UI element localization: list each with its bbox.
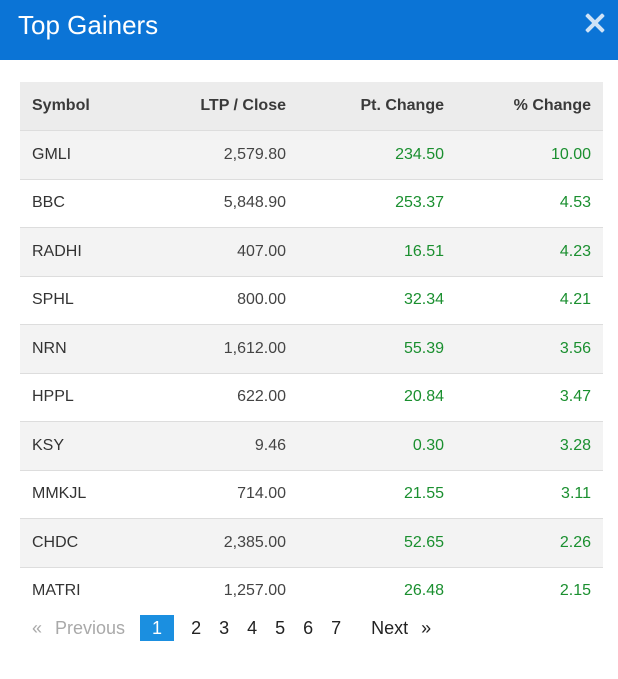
pt-change-cell: 20.84 — [298, 373, 456, 422]
pct-change-cell: 3.11 — [456, 470, 603, 519]
symbol-cell: KSY — [20, 421, 148, 471]
ltp-cell: 2,385.00 — [148, 518, 298, 568]
previous-button[interactable]: Previous — [55, 618, 126, 638]
table-row: KSY 9.46 0.30 3.28 — [20, 421, 603, 471]
pt-change-cell: 16.51 — [298, 227, 456, 277]
page-7-button[interactable]: 7 — [331, 618, 342, 638]
symbol-cell: MMKJL — [20, 470, 148, 519]
page-3-button[interactable]: 3 — [219, 618, 230, 638]
modal-title: Top Gainers — [18, 10, 159, 40]
pct-change-cell: 4.23 — [456, 227, 603, 277]
header-ltp: LTP / Close — [148, 82, 298, 131]
pt-change-cell: 52.65 — [298, 518, 456, 568]
pct-change-cell: 4.21 — [456, 276, 603, 325]
close-icon[interactable] — [584, 12, 606, 34]
table-row: BBC 5,848.90 253.37 4.53 — [20, 179, 603, 228]
symbol-cell: GMLI — [20, 130, 148, 180]
previous-arrow-icon: « — [32, 618, 43, 638]
header-symbol: Symbol — [20, 82, 148, 131]
ltp-cell: 407.00 — [148, 227, 298, 277]
ltp-cell: 9.46 — [148, 421, 298, 471]
pct-change-cell: 3.56 — [456, 324, 603, 374]
modal-header: Top Gainers — [0, 0, 618, 60]
symbol-cell: SPHL — [20, 276, 148, 325]
pct-change-cell: 3.47 — [456, 373, 603, 422]
symbol-cell: RADHI — [20, 227, 148, 277]
header-pt-change: Pt. Change — [298, 82, 456, 131]
symbol-cell: BBC — [20, 179, 148, 228]
table-row: HPPL 622.00 20.84 3.47 — [20, 373, 603, 422]
pct-change-cell: 2.26 — [456, 518, 603, 568]
ltp-cell: 2,579.80 — [148, 130, 298, 180]
table-row: GMLI 2,579.80 234.50 10.00 — [20, 130, 603, 180]
pagination: « Previous 1 2 3 4 5 6 7 Next » — [28, 614, 435, 642]
pt-change-cell: 253.37 — [298, 179, 456, 228]
page-2-button[interactable]: 2 — [191, 618, 202, 638]
pct-change-cell: 4.53 — [456, 179, 603, 228]
symbol-cell: MATRI — [32, 582, 81, 600]
table-row: MMKJL 714.00 21.55 3.11 — [20, 470, 603, 519]
ltp-cell: 622.00 — [148, 373, 298, 422]
symbol-cell: NRN — [20, 324, 148, 374]
pt-change-cell: 55.39 — [298, 324, 456, 374]
pt-change-cell: 0.30 — [298, 421, 456, 471]
next-arrow-icon[interactable]: » — [421, 618, 432, 638]
page-1-button[interactable]: 1 — [140, 615, 175, 641]
pt-change-cell: 234.50 — [298, 130, 456, 180]
page-6-button[interactable]: 6 — [303, 618, 314, 638]
page-4-button[interactable]: 4 — [247, 618, 258, 638]
next-button[interactable]: Next — [371, 618, 409, 638]
table-row: CHDC 2,385.00 52.65 2.26 — [20, 518, 603, 568]
table-row: RADHI 407.00 16.51 4.23 — [20, 227, 603, 277]
pct-change-cell: 2.15 — [559, 582, 591, 600]
pct-change-cell: 3.28 — [456, 421, 603, 471]
table-row: MATRI 1,257.00 26.48 2.15 — [20, 567, 603, 615]
page-5-button[interactable]: 5 — [275, 618, 286, 638]
gainers-table: Symbol LTP / Close Pt. Change % Change G… — [20, 82, 603, 615]
table-header-row: Symbol LTP / Close Pt. Change % Change — [20, 82, 603, 131]
ltp-cell: 800.00 — [148, 276, 298, 325]
table-row: SPHL 800.00 32.34 4.21 — [20, 276, 603, 325]
pt-change-cell: 26.48 — [403, 582, 444, 600]
ltp-cell: 1,612.00 — [148, 324, 298, 374]
pt-change-cell: 32.34 — [298, 276, 456, 325]
pt-change-cell: 21.55 — [298, 470, 456, 519]
symbol-cell: CHDC — [20, 518, 148, 568]
ltp-cell: 714.00 — [148, 470, 298, 519]
table-row: NRN 1,612.00 55.39 3.56 — [20, 324, 603, 374]
pct-change-cell: 10.00 — [456, 130, 603, 180]
header-pct-change: % Change — [456, 82, 603, 131]
ltp-cell: 5,848.90 — [148, 179, 298, 228]
symbol-cell: HPPL — [20, 373, 148, 422]
ltp-cell: 1,257.00 — [223, 582, 286, 600]
